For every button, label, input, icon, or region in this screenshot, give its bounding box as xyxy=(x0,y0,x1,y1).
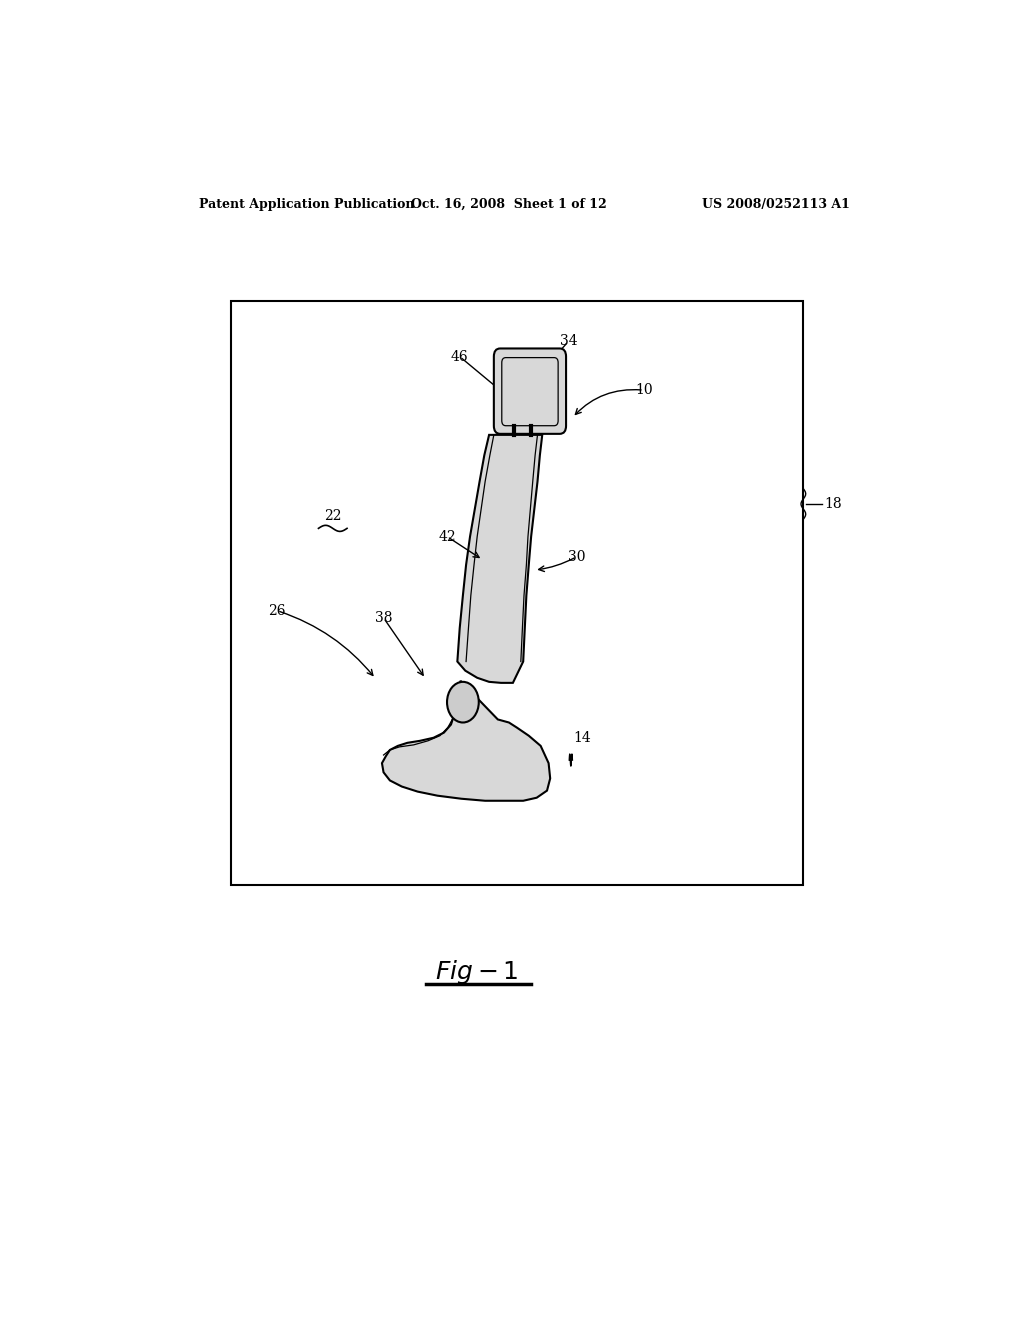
FancyBboxPatch shape xyxy=(494,348,566,434)
Text: Patent Application Publication: Patent Application Publication xyxy=(200,198,415,211)
Text: 34: 34 xyxy=(560,334,578,348)
Text: US 2008/0252113 A1: US 2008/0252113 A1 xyxy=(702,198,850,211)
Text: $\mathit{Fig-1}$: $\mathit{Fig-1}$ xyxy=(435,957,519,986)
Text: 10: 10 xyxy=(635,383,652,397)
Bar xyxy=(231,301,803,886)
Text: 26: 26 xyxy=(268,603,286,618)
Text: 42: 42 xyxy=(438,529,456,544)
Text: Oct. 16, 2008  Sheet 1 of 12: Oct. 16, 2008 Sheet 1 of 12 xyxy=(411,198,607,211)
Circle shape xyxy=(447,682,479,722)
Text: 38: 38 xyxy=(375,611,392,624)
Polygon shape xyxy=(382,681,550,801)
Text: 18: 18 xyxy=(824,496,843,511)
Text: 30: 30 xyxy=(567,550,585,564)
Text: 22: 22 xyxy=(324,510,341,523)
Polygon shape xyxy=(458,434,543,682)
Text: 46: 46 xyxy=(451,350,469,363)
Text: 14: 14 xyxy=(573,731,591,744)
